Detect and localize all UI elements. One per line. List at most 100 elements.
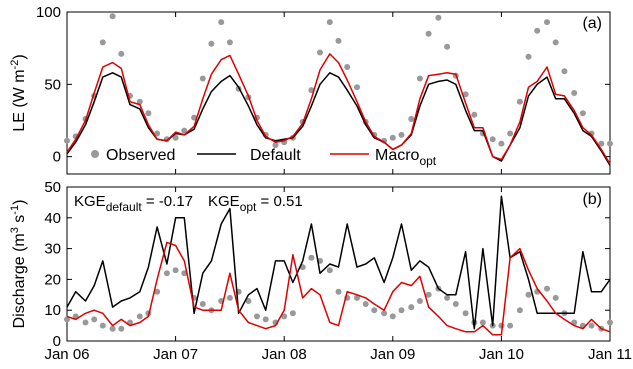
point-observed-51 <box>525 53 532 60</box>
point-observed-13 <box>181 270 188 277</box>
legend-observed-marker <box>91 150 99 158</box>
legend: Observed Default Macroopt <box>91 147 437 168</box>
point-observed-40 <box>425 291 432 298</box>
point-observed-34 <box>371 307 378 314</box>
point-observed-58 <box>588 322 595 329</box>
point-observed-42 <box>444 43 451 50</box>
point-observed-4 <box>99 39 106 46</box>
point-observed-55 <box>561 68 568 75</box>
point-observed-30 <box>335 37 342 44</box>
point-observed-2 <box>82 319 89 326</box>
point-observed-31 <box>344 64 351 70</box>
y-tick-label-0: 0 <box>53 149 61 166</box>
y-tick-label-5: 50 <box>44 179 61 196</box>
point-observed-29 <box>326 267 333 274</box>
panel-b-x-ticks: Jan 06 Jan 07 Jan 08 Jan 09 Jan 10 Jan 11 <box>44 346 631 363</box>
point-observed-20 <box>245 298 252 304</box>
panel-a-y-ticks: 0 50 100 <box>36 4 611 174</box>
point-observed-52 <box>534 27 541 34</box>
series-line-macroopt <box>66 241 611 336</box>
point-observed-12 <box>172 134 179 141</box>
point-observed-46 <box>479 319 486 326</box>
y-tick-label-4: 40 <box>44 210 61 227</box>
x-tick-label-0: Jan 06 <box>44 346 89 363</box>
panel-a: 0 50 100 (a) LE (W m-2) Observed Default M… <box>9 4 613 175</box>
point-observed-18 <box>226 39 233 46</box>
point-observed-37 <box>398 131 405 138</box>
point-observed-54 <box>552 294 559 301</box>
x-tick-label-2: Jan 08 <box>262 346 307 363</box>
point-observed-15 <box>199 301 206 307</box>
point-observed-32 <box>354 84 360 91</box>
point-observed-38 <box>408 304 415 311</box>
y-tick-label-2: 100 <box>36 4 61 21</box>
y-tick-label-1: 50 <box>44 76 61 93</box>
point-observed-49 <box>507 130 514 137</box>
point-observed-18 <box>226 294 233 301</box>
point-observed-11 <box>163 270 170 277</box>
point-observed-27 <box>308 254 315 261</box>
point-observed-6 <box>118 325 125 332</box>
point-observed-36 <box>389 313 396 320</box>
point-observed-53 <box>544 285 550 292</box>
point-observed-10 <box>154 288 161 295</box>
point-observed-47 <box>489 136 496 143</box>
kge-opt-annotation: KGEopt = 0.51 <box>208 193 303 214</box>
point-observed-59 <box>598 140 605 147</box>
point-observed-50 <box>516 98 523 105</box>
panel-a-label: (a) <box>582 15 602 32</box>
legend-default-label: Default <box>250 147 301 164</box>
point-observed-60 <box>607 319 613 326</box>
point-observed-45 <box>471 111 478 118</box>
y-tick-label-0: 0 <box>53 333 61 350</box>
point-observed-30 <box>335 288 342 295</box>
point-observed-50 <box>516 307 523 314</box>
point-observed-39 <box>416 75 423 82</box>
point-observed-36 <box>389 134 396 141</box>
point-observed-9 <box>145 110 152 117</box>
point-observed-5 <box>109 325 116 332</box>
point-observed-25 <box>289 310 296 317</box>
panel-a-y-axis-label: LE (W m-2) <box>9 54 28 131</box>
x-tick-label-5: Jan 11 <box>588 346 632 363</box>
point-observed-23 <box>272 142 279 149</box>
point-observed-40 <box>425 30 432 37</box>
point-observed-15 <box>199 75 206 82</box>
point-observed-22 <box>262 316 269 323</box>
y-tick-label-3: 30 <box>44 241 61 258</box>
point-observed-60 <box>607 140 613 147</box>
point-observed-35 <box>381 310 388 317</box>
point-observed-8 <box>136 98 143 105</box>
point-observed-24 <box>281 313 288 320</box>
point-observed-5 <box>109 13 116 20</box>
point-observed-10 <box>154 130 161 137</box>
panel-b-y-ticks: 0 10 20 30 40 50 <box>44 179 611 350</box>
panel-b-series <box>64 195 613 336</box>
point-observed-21 <box>254 313 260 320</box>
point-observed-13 <box>181 127 188 134</box>
point-observed-8 <box>136 313 143 320</box>
x-tick-label-1: Jan 07 <box>153 346 198 363</box>
point-observed-53 <box>544 19 550 26</box>
point-observed-29 <box>326 19 333 26</box>
point-observed-0 <box>64 316 70 323</box>
panel-b-y-axis-label: Discharge (m3 s-1) <box>9 200 28 329</box>
point-observed-16 <box>208 40 215 47</box>
point-observed-3 <box>91 316 98 323</box>
legend-macro-label: Macroopt <box>375 147 437 168</box>
point-observed-12 <box>172 267 179 274</box>
point-observed-33 <box>362 301 369 307</box>
point-observed-44 <box>462 91 469 98</box>
point-observed-51 <box>525 291 532 298</box>
x-tick-label-4: Jan 10 <box>479 346 524 363</box>
point-observed-48 <box>498 140 505 147</box>
y-tick-label-2: 20 <box>44 271 61 288</box>
point-observed-4 <box>99 322 106 329</box>
point-observed-43 <box>452 301 459 307</box>
point-observed-38 <box>408 116 415 122</box>
point-observed-57 <box>579 110 586 117</box>
point-observed-49 <box>507 322 514 329</box>
point-observed-6 <box>118 50 125 57</box>
point-observed-32 <box>354 294 360 301</box>
